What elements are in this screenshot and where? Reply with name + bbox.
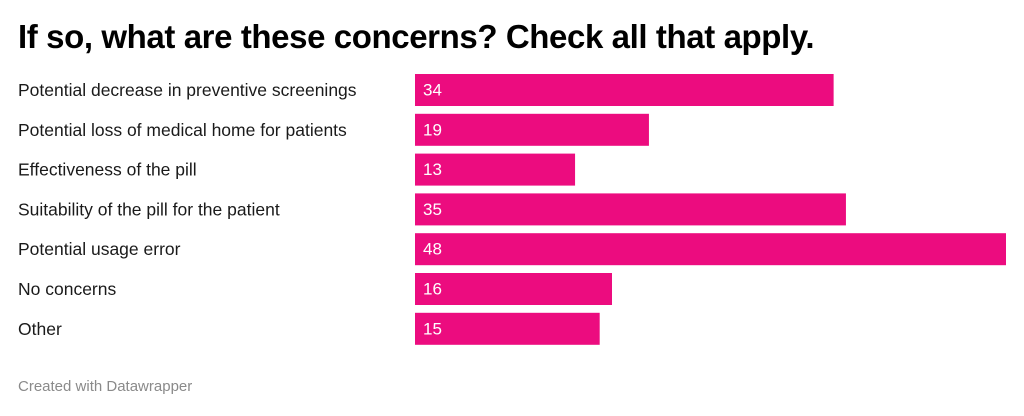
bar-value-label: 48 — [423, 240, 442, 259]
bar-value-label: 19 — [423, 120, 442, 139]
bar — [415, 233, 1006, 266]
bar — [415, 273, 612, 305]
bar-row: Suitability of the pill for the patient 3… — [18, 193, 846, 226]
bar — [415, 312, 600, 345]
category-label: Effectiveness of the pill — [18, 160, 197, 180]
bar — [415, 153, 576, 186]
bar-row: No concerns 16 — [18, 273, 612, 305]
bar-row: Effectiveness of the pill 13 — [18, 153, 576, 186]
bar-row: Potential loss of medical home for patie… — [18, 113, 649, 146]
bar-value-label: 13 — [423, 160, 442, 179]
bar-value-label: 35 — [423, 200, 442, 219]
chart-title: If so, what are these concerns? Check al… — [18, 18, 815, 55]
category-label: No concerns — [18, 279, 116, 299]
bar — [415, 74, 834, 106]
bar-row: Potential usage error 48 — [18, 233, 1006, 266]
bar-value-label: 15 — [423, 319, 442, 338]
bar-row: Potential decrease in preventive screeni… — [18, 74, 834, 106]
bar — [415, 113, 649, 146]
bar-value-label: 34 — [423, 81, 442, 100]
bar — [415, 193, 846, 226]
category-label: Potential usage error — [18, 239, 181, 259]
bar-row: Other 15 — [18, 312, 600, 345]
category-label: Other — [18, 319, 62, 339]
category-label: Potential loss of medical home for patie… — [18, 120, 347, 140]
bar-value-label: 16 — [423, 280, 442, 299]
footer-credit: Created with Datawrapper — [18, 378, 193, 395]
category-label: Potential decrease in preventive screeni… — [18, 80, 357, 100]
category-label: Suitability of the pill for the patient — [18, 199, 280, 219]
